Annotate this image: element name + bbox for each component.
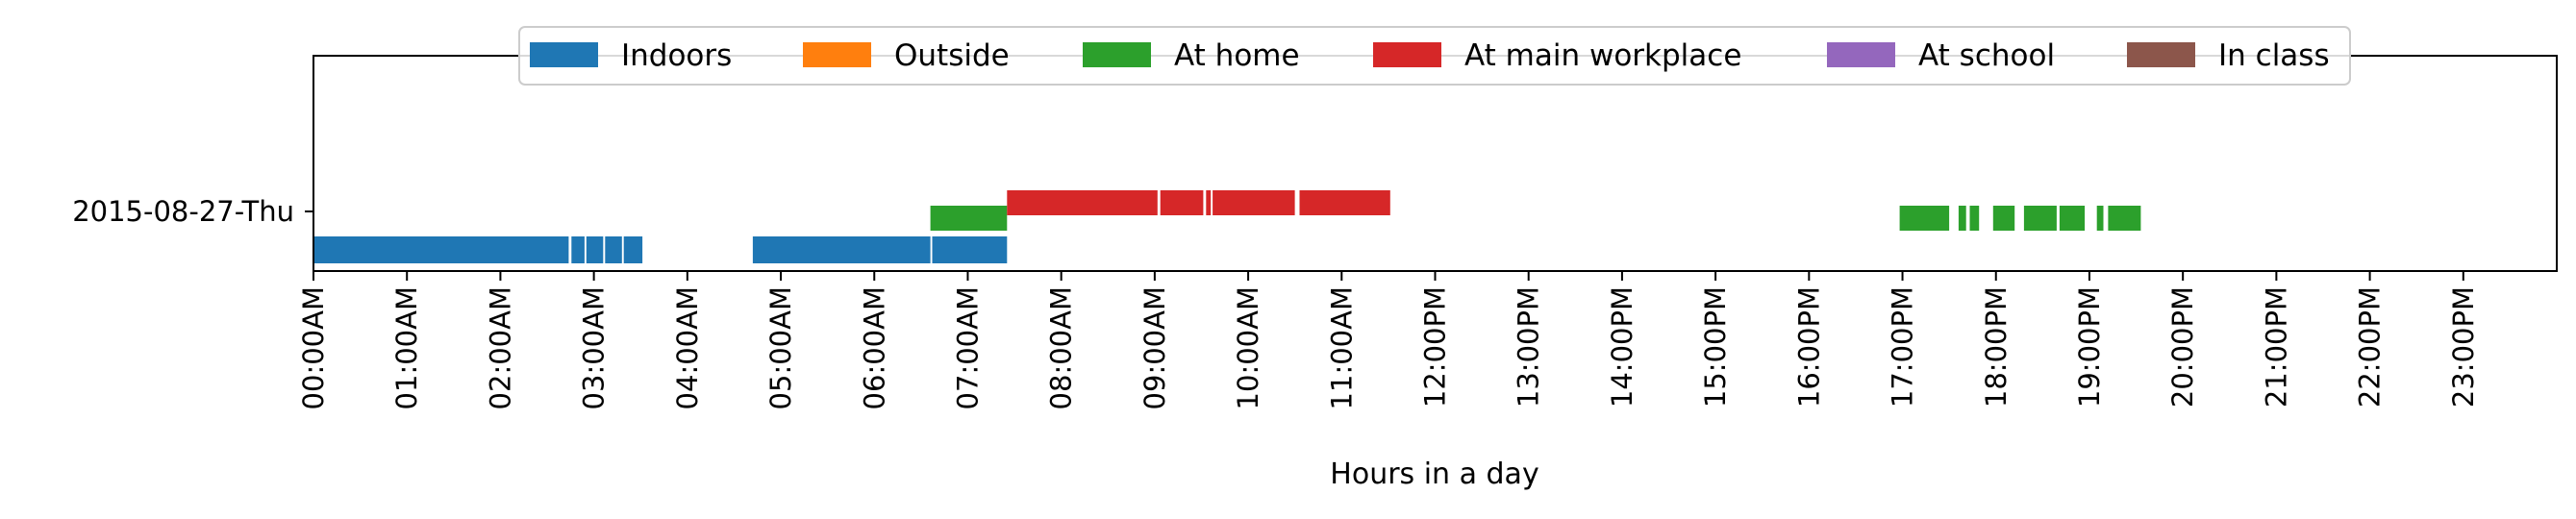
x-tick-label: 04:00AM — [671, 286, 704, 409]
bar-indoors — [623, 236, 643, 263]
y-axis: 2015-08-27-Thu — [72, 195, 313, 228]
x-axis: 00:00AM 01:00AM 02:00AM 03:00AM 04:00AM 05:00… — [297, 271, 2480, 409]
x-tick-label: 21:00PM — [2260, 286, 2292, 408]
x-tick-label: 08:00AM — [1045, 286, 1078, 409]
bar-at-main-workplace — [1206, 190, 1212, 215]
x-axis-label: Hours in a day — [1330, 457, 1538, 491]
bar-indoors — [752, 236, 931, 263]
bar-indoors — [605, 236, 622, 263]
bar-at-home — [1969, 206, 1980, 231]
bar-at-home — [1992, 206, 2015, 231]
x-tick-label: 13:00PM — [1513, 286, 1545, 408]
x-tick-label: 19:00PM — [2073, 286, 2106, 408]
x-tick-label: 00:00AM — [297, 286, 330, 409]
legend-swatch — [2127, 42, 2195, 67]
legend-swatch — [803, 42, 871, 67]
bar-at-home — [2096, 206, 2104, 231]
timeline-bars — [313, 190, 2141, 263]
x-tick-label: 03:00AM — [578, 286, 611, 409]
x-tick-label: 07:00AM — [951, 286, 984, 409]
bar-at-main-workplace — [1299, 190, 1390, 215]
x-tick-label: 14:00PM — [1606, 286, 1638, 408]
x-tick-label: 01:00AM — [390, 286, 423, 409]
legend-label: At school — [1918, 38, 2055, 73]
bar-at-main-workplace — [1213, 190, 1295, 215]
x-tick-label: 12:00PM — [1419, 286, 1452, 408]
bar-at-main-workplace — [1160, 190, 1204, 215]
bar-at-home — [930, 206, 1008, 231]
legend-label: At home — [1174, 38, 1300, 73]
x-tick-label: 20:00PM — [2166, 286, 2199, 408]
bar-at-home — [2108, 206, 2141, 231]
x-tick-label: 16:00PM — [1792, 286, 1825, 408]
bar-at-home — [2059, 206, 2086, 231]
x-tick-label: 10:00AM — [1232, 286, 1264, 409]
bar-indoors — [571, 236, 585, 263]
legend-swatch — [1083, 42, 1151, 67]
bar-indoors — [586, 236, 604, 263]
bar-at-home — [1958, 206, 1966, 231]
bar-indoors — [932, 236, 1008, 263]
x-tick-label: 05:00AM — [764, 286, 797, 409]
bar-at-home — [1899, 206, 1950, 231]
legend-swatch — [1373, 42, 1441, 67]
legend-swatch — [1827, 42, 1895, 67]
y-tick-label: 2015-08-27-Thu — [72, 195, 294, 228]
x-tick-label: 17:00PM — [1887, 286, 1919, 408]
bar-indoors — [313, 236, 569, 263]
x-tick-label: 06:00AM — [858, 286, 890, 409]
legend-swatch — [530, 42, 598, 67]
x-tick-label: 18:00PM — [1980, 286, 2013, 408]
x-tick-label: 11:00AM — [1325, 286, 1358, 409]
legend-label: At main workplace — [1464, 38, 1741, 73]
x-tick-label: 22:00PM — [2354, 286, 2387, 408]
legend-label: Outside — [894, 38, 1010, 73]
legend-label: In class — [2218, 38, 2330, 73]
bar-at-main-workplace — [1007, 190, 1158, 215]
x-tick-label: 15:00PM — [1699, 286, 1732, 408]
x-tick-label: 23:00PM — [2447, 286, 2480, 408]
bar-at-home — [2023, 206, 2057, 231]
legend: Indoors Outside At home At main workplace At… — [518, 26, 2351, 86]
x-tick-label: 02:00AM — [484, 286, 516, 409]
x-tick-label: 09:00AM — [1138, 286, 1171, 409]
legend-label: Indoors — [621, 38, 732, 73]
